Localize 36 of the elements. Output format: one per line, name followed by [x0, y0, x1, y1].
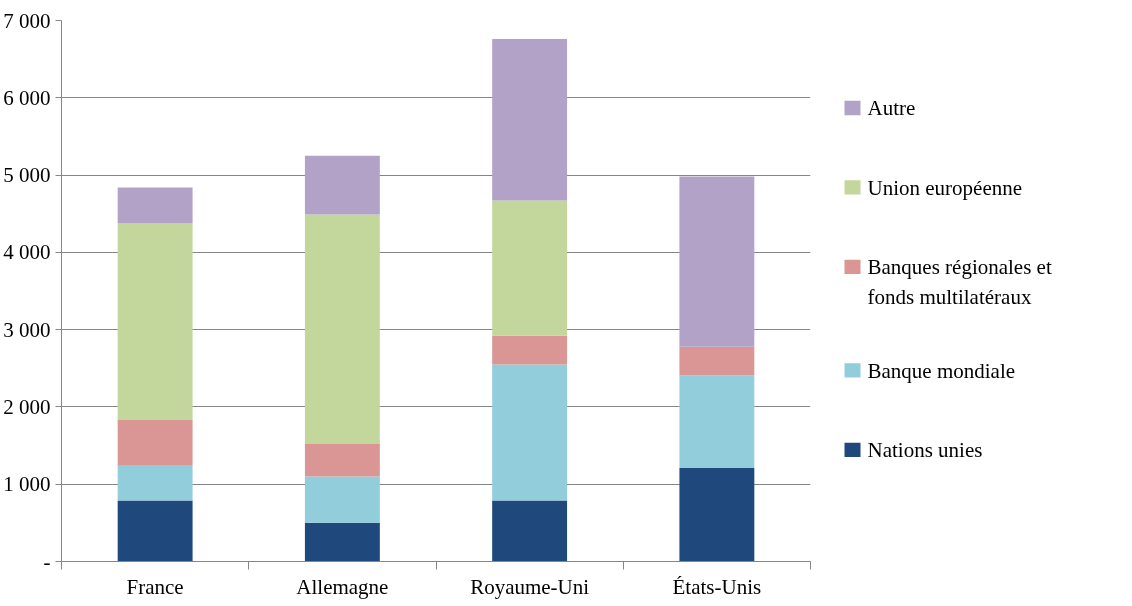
y-tick-label: 4 000 — [3, 240, 51, 265]
x-tick-label: Royaume-Uni — [470, 574, 590, 599]
y-tick-label: 3 000 — [3, 317, 51, 342]
legend-label: Union européenne — [867, 175, 1023, 200]
bar — [679, 467, 755, 562]
bar — [117, 187, 193, 223]
bar — [304, 476, 380, 523]
x-tick-label: Allemagne — [296, 574, 389, 599]
y-tick-label: 1 000 — [3, 472, 51, 497]
bar — [304, 214, 380, 445]
y-tick-label: 5 000 — [3, 163, 51, 188]
bar — [492, 200, 568, 336]
bar — [117, 500, 193, 562]
legend-label: Banque mondiale — [867, 358, 1016, 383]
bar — [492, 39, 568, 201]
y-tick-label: 7 000 — [3, 8, 51, 33]
x-tick-label: États-Unis — [672, 574, 762, 599]
bar — [679, 176, 755, 347]
bar — [304, 522, 380, 562]
y-tick-label: 6 000 — [3, 85, 51, 110]
bar — [679, 375, 755, 468]
bar — [117, 222, 193, 421]
x-tick-label: France — [126, 574, 184, 599]
bar — [492, 335, 568, 365]
bar — [304, 444, 380, 477]
bar — [117, 465, 193, 501]
bar — [304, 155, 380, 215]
bar — [492, 500, 568, 562]
bar — [492, 364, 568, 501]
legend-label: Nations unies — [867, 438, 983, 463]
y-tick-label: - — [43, 549, 51, 574]
legend-label: Banques régionales et fonds multilatéraux — [867, 255, 1052, 310]
y-tick-label: 2 000 — [3, 394, 51, 419]
bar — [117, 420, 193, 466]
bar — [679, 346, 755, 376]
legend-label: Autre — [867, 96, 916, 121]
